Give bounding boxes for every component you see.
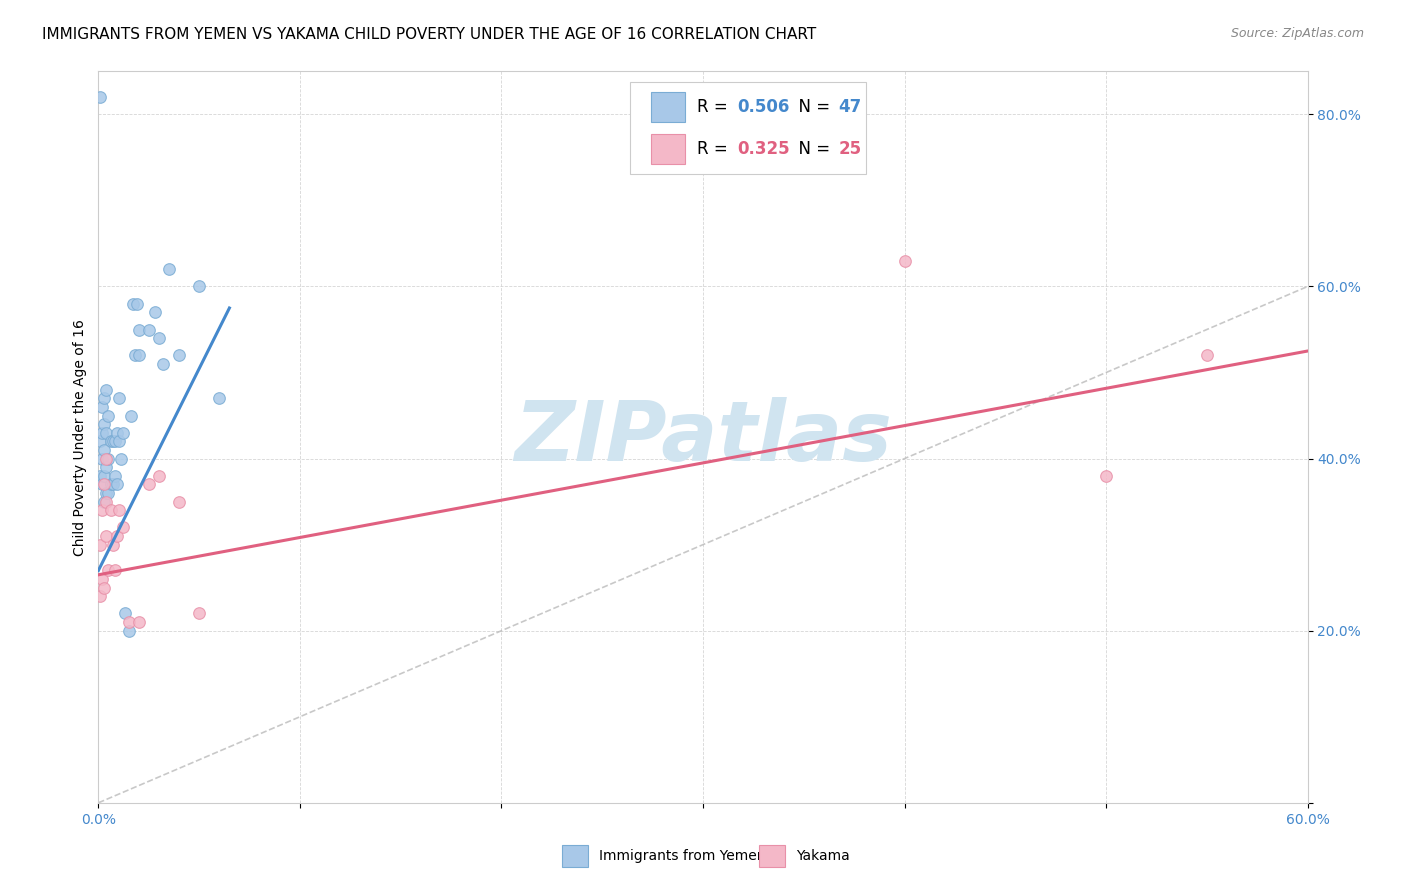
Point xyxy=(100,503,122,517)
Point xyxy=(118,615,141,629)
Point xyxy=(208,392,231,406)
Point xyxy=(167,494,190,508)
Point xyxy=(93,581,115,595)
Point xyxy=(101,477,124,491)
Text: Source: ZipAtlas.com: Source: ZipAtlas.com xyxy=(1230,27,1364,40)
Point xyxy=(128,348,150,362)
Point xyxy=(107,503,129,517)
Point xyxy=(93,417,115,432)
Point xyxy=(97,564,120,578)
Text: R =: R = xyxy=(697,140,733,158)
Point xyxy=(96,486,118,500)
Point xyxy=(188,607,211,621)
Point xyxy=(89,468,111,483)
Point xyxy=(128,322,150,336)
Point xyxy=(96,383,118,397)
Point xyxy=(125,296,148,310)
Point xyxy=(101,538,124,552)
Point xyxy=(91,477,114,491)
Point xyxy=(96,529,118,543)
Y-axis label: Child Poverty Under the Age of 16: Child Poverty Under the Age of 16 xyxy=(73,318,87,556)
Point xyxy=(118,624,141,638)
Point xyxy=(89,538,111,552)
Point xyxy=(100,434,122,449)
Point xyxy=(110,451,132,466)
Point xyxy=(93,494,115,508)
Point xyxy=(96,494,118,508)
Point xyxy=(1195,348,1218,362)
Point xyxy=(96,451,118,466)
Text: N =: N = xyxy=(787,98,835,116)
Point xyxy=(188,279,211,293)
Point xyxy=(128,615,150,629)
Point xyxy=(148,331,170,345)
Point xyxy=(105,425,128,440)
Text: 0.506: 0.506 xyxy=(737,98,789,116)
Point xyxy=(96,460,118,475)
Point xyxy=(120,409,142,423)
Text: N =: N = xyxy=(787,140,835,158)
Point xyxy=(93,477,115,491)
Bar xyxy=(651,92,685,122)
Point xyxy=(91,400,114,414)
Point xyxy=(93,392,115,406)
Text: 47: 47 xyxy=(838,98,862,116)
Point xyxy=(91,572,114,586)
Point xyxy=(100,477,122,491)
Point xyxy=(107,392,129,406)
Point xyxy=(103,434,125,449)
Text: Immigrants from Yemen: Immigrants from Yemen xyxy=(599,849,765,863)
Point xyxy=(97,486,120,500)
Point xyxy=(91,425,114,440)
Point xyxy=(89,589,111,603)
Point xyxy=(89,90,111,104)
Point xyxy=(103,564,125,578)
Text: IMMIGRANTS FROM YEMEN VS YAKAMA CHILD POVERTY UNDER THE AGE OF 16 CORRELATION CH: IMMIGRANTS FROM YEMEN VS YAKAMA CHILD PO… xyxy=(42,27,817,42)
Point xyxy=(148,468,170,483)
Point xyxy=(93,442,115,457)
Point xyxy=(157,262,180,277)
Point xyxy=(138,477,160,491)
Text: ZIPatlas: ZIPatlas xyxy=(515,397,891,477)
Text: 25: 25 xyxy=(838,140,862,158)
Point xyxy=(105,477,128,491)
Point xyxy=(111,520,134,534)
Point xyxy=(89,434,111,449)
Point xyxy=(91,451,114,466)
Point xyxy=(893,253,915,268)
Text: R =: R = xyxy=(697,98,733,116)
Point xyxy=(121,296,143,310)
Point xyxy=(93,468,115,483)
Point xyxy=(97,409,120,423)
Point xyxy=(105,529,128,543)
Point xyxy=(101,434,124,449)
Point xyxy=(143,305,166,319)
Point xyxy=(96,425,118,440)
Text: 0.325: 0.325 xyxy=(737,140,790,158)
Point xyxy=(124,348,146,362)
Point xyxy=(107,434,129,449)
FancyBboxPatch shape xyxy=(630,82,866,174)
Point xyxy=(138,322,160,336)
Bar xyxy=(651,134,685,164)
Point xyxy=(97,451,120,466)
Point xyxy=(114,607,136,621)
Point xyxy=(91,503,114,517)
Point xyxy=(111,425,134,440)
Point xyxy=(167,348,190,362)
Text: Yakama: Yakama xyxy=(796,849,849,863)
Point xyxy=(1095,468,1118,483)
Point xyxy=(103,468,125,483)
Point xyxy=(152,357,174,371)
